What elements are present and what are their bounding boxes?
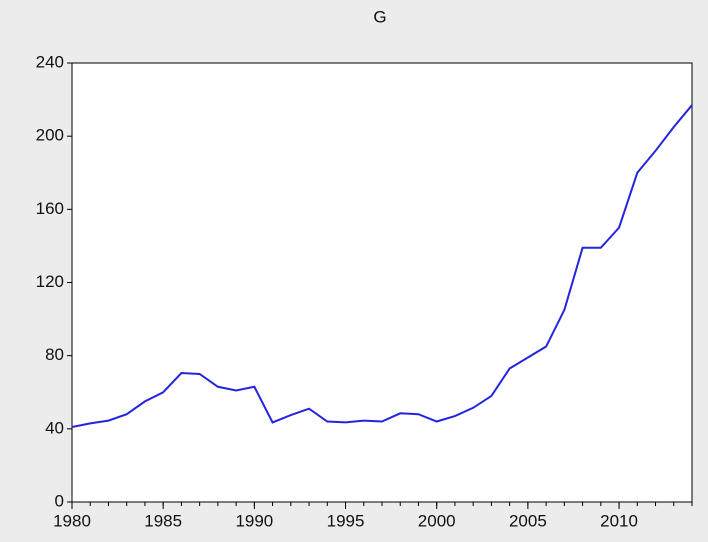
- y-tick-label: 240: [36, 52, 64, 71]
- y-tick-label: 200: [36, 126, 64, 145]
- y-tick-label: 0: [55, 491, 64, 510]
- y-tick-label: 80: [45, 345, 64, 364]
- x-tick-label: 2010: [600, 511, 638, 530]
- x-tick-label: 1980: [53, 511, 91, 530]
- x-tick-label: 1995: [327, 511, 365, 530]
- plot-area: [71, 62, 693, 503]
- chart-title: G: [373, 7, 386, 26]
- y-tick-label: 40: [45, 418, 64, 437]
- x-tick-label: 1990: [235, 511, 273, 530]
- x-tick-label: 2005: [509, 511, 547, 530]
- data-line: [71, 104, 693, 428]
- y-tick-label: 120: [36, 272, 64, 291]
- x-tick-label: 2000: [418, 511, 456, 530]
- x-tick-label: 1985: [144, 511, 182, 530]
- y-tick-label: 160: [36, 199, 64, 218]
